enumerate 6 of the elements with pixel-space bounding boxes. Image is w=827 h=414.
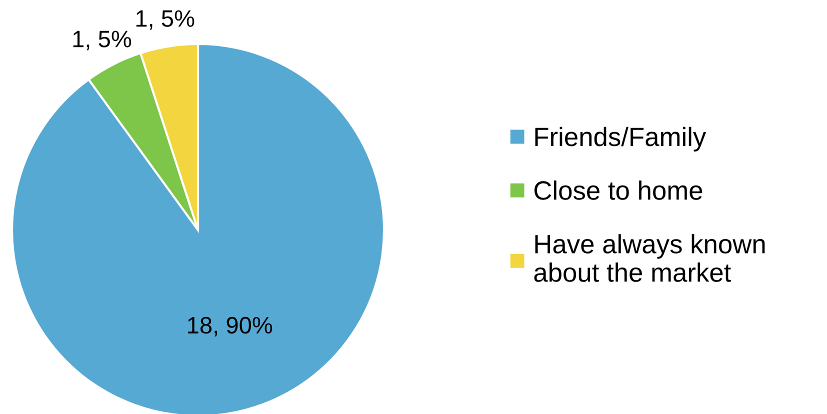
legend-label: Close to home: [534, 180, 702, 200]
legend-label: Have always known about the market: [534, 234, 765, 282]
data-label: 18, 90%: [188, 316, 272, 336]
legend-label: Friends/Family: [535, 126, 706, 152]
data-label: 1, 5%: [136, 10, 194, 30]
data-label: 1, 5%: [73, 30, 132, 50]
